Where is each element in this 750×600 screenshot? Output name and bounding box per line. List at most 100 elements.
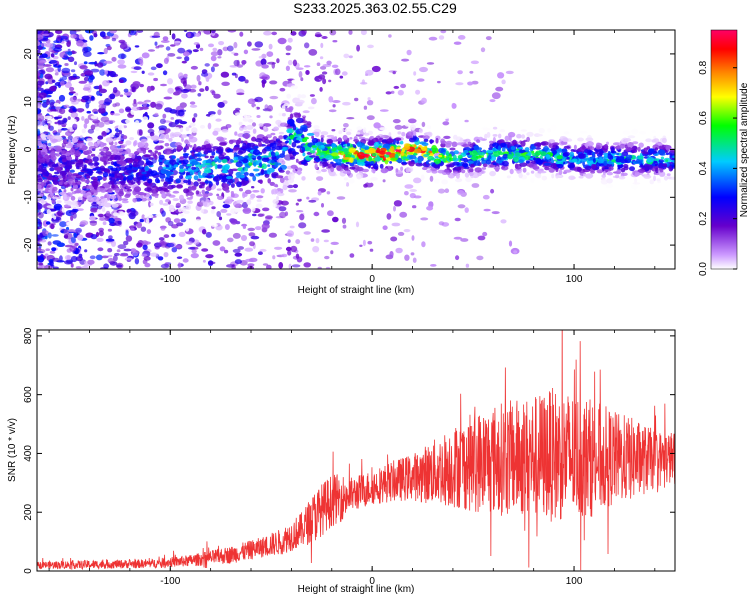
spectrogram-cell (145, 217, 150, 224)
spectrogram-cell (66, 156, 73, 161)
spectrogram-cell (288, 263, 292, 269)
spectrogram-cell (49, 260, 54, 267)
spectrogram-cell (178, 207, 182, 213)
spectrogram-cell (87, 128, 95, 134)
spectrogram-cell (367, 240, 373, 245)
spectrogram-cell (119, 211, 125, 216)
spectrogram-cell (69, 245, 77, 252)
spectrogram-cell (666, 162, 670, 167)
spectrogram-cell (287, 250, 292, 256)
spectrogram-cell (176, 144, 183, 150)
spectrogram-cell (412, 134, 417, 141)
spectrogram-cell (416, 78, 425, 82)
spectrogram-cell (379, 127, 388, 131)
spectrogram-cell (133, 151, 139, 155)
spectrogram-cell (539, 155, 543, 160)
x-tick-label: -100 (160, 274, 180, 285)
spectrogram-cell (562, 171, 567, 175)
spectrogram-cell (443, 135, 451, 139)
spectrogram-cell (455, 173, 460, 179)
spectrogram-cell (216, 148, 224, 154)
spectrogram-cell (180, 127, 183, 133)
spectrogram-cell (408, 161, 415, 167)
spectrogram-cell (83, 123, 88, 129)
spectrogram-cell (491, 92, 501, 100)
spectrogram-cell (476, 139, 481, 143)
spectrogram-cell (44, 73, 53, 80)
spectrogram-cell (75, 266, 82, 269)
spectrogram-cell (401, 131, 406, 137)
spectrogram-cell (288, 174, 292, 181)
spectrogram-cell (396, 146, 401, 150)
colorbar-ticks: 0.00.20.40.60.8 (698, 60, 737, 276)
spectrogram-cell (141, 253, 148, 257)
spectrogram-cell (88, 170, 93, 176)
spectrogram-cell (69, 129, 75, 132)
spectrogram-cell (653, 175, 656, 182)
spectrogram-cell (349, 166, 356, 170)
spectrogram-cell (331, 143, 337, 148)
spectrogram-cell (278, 262, 284, 269)
spectrogram-cell (130, 248, 137, 252)
spectrogram-cell (173, 131, 182, 137)
spectrogram-cell (137, 155, 142, 161)
spectrogram-cell (162, 113, 167, 119)
spectrogram-cell (39, 154, 43, 160)
spectrogram-cell (65, 131, 73, 137)
spectrogram-cell (215, 164, 224, 169)
spectrogram-cell (148, 157, 154, 160)
spectrogram-cell (213, 158, 219, 162)
spectrogram-cell (141, 52, 150, 59)
spectrogram-cell (179, 168, 185, 173)
spectrogram-cell (337, 141, 341, 145)
spectrogram-cell (625, 146, 632, 152)
spectrogram-cell (157, 130, 165, 134)
spectrogram-cell (502, 160, 509, 167)
spectrogram-cell (182, 153, 190, 156)
spectrogram-cell (190, 84, 197, 89)
spectrogram-cell (42, 144, 47, 149)
spectrogram-cell (37, 103, 41, 108)
spectrogram-cell (177, 262, 182, 269)
spectrogram-cell (409, 189, 418, 192)
spectrogram-cell (79, 259, 87, 265)
spectrogram-cell (181, 60, 187, 64)
spectrogram-cell (137, 166, 144, 170)
spectrogram-cell (148, 149, 153, 153)
spectrogram-cell (37, 184, 42, 190)
spectrogram-cell (562, 152, 569, 158)
spectrogram-cell (165, 165, 170, 168)
spectrogram-cell (189, 145, 193, 148)
spectrogram-cell (421, 146, 427, 152)
y-tick-label: -20 (23, 237, 34, 252)
spectrogram-cell (261, 81, 265, 88)
spectrogram-cell (218, 41, 225, 46)
spectrogram-cell (278, 206, 287, 212)
spectrogram-cell (400, 140, 404, 145)
spectrogram-cell (100, 116, 110, 123)
spectrogram-cell (199, 165, 203, 170)
spectrogram-cell (279, 87, 286, 92)
spectrogram-cell (109, 30, 118, 34)
spectrogram-cell (440, 140, 447, 145)
spectrogram-cell (74, 179, 78, 183)
spectrogram-cell (273, 126, 279, 132)
spectrogram-cell (492, 162, 497, 165)
spectrogram-cell (326, 191, 331, 195)
spectrogram-cell (160, 263, 170, 269)
spectrogram-cell (80, 176, 86, 182)
spectrogram-cell (522, 167, 527, 173)
spectrogram-cell (555, 145, 559, 150)
spectrogram-cell (284, 211, 289, 217)
spectrogram-cell (280, 188, 284, 194)
spectrogram-cell (338, 150, 344, 154)
spectrogram-cell (143, 256, 151, 261)
spectrogram-cell (171, 247, 178, 253)
spectrogram-cell (144, 187, 153, 192)
spectrogram-cell (109, 71, 116, 78)
spectrogram-cell (299, 213, 305, 221)
spectrogram-cell (413, 71, 417, 76)
spectrogram-cell (165, 46, 171, 51)
spectrogram-cell (367, 97, 371, 101)
